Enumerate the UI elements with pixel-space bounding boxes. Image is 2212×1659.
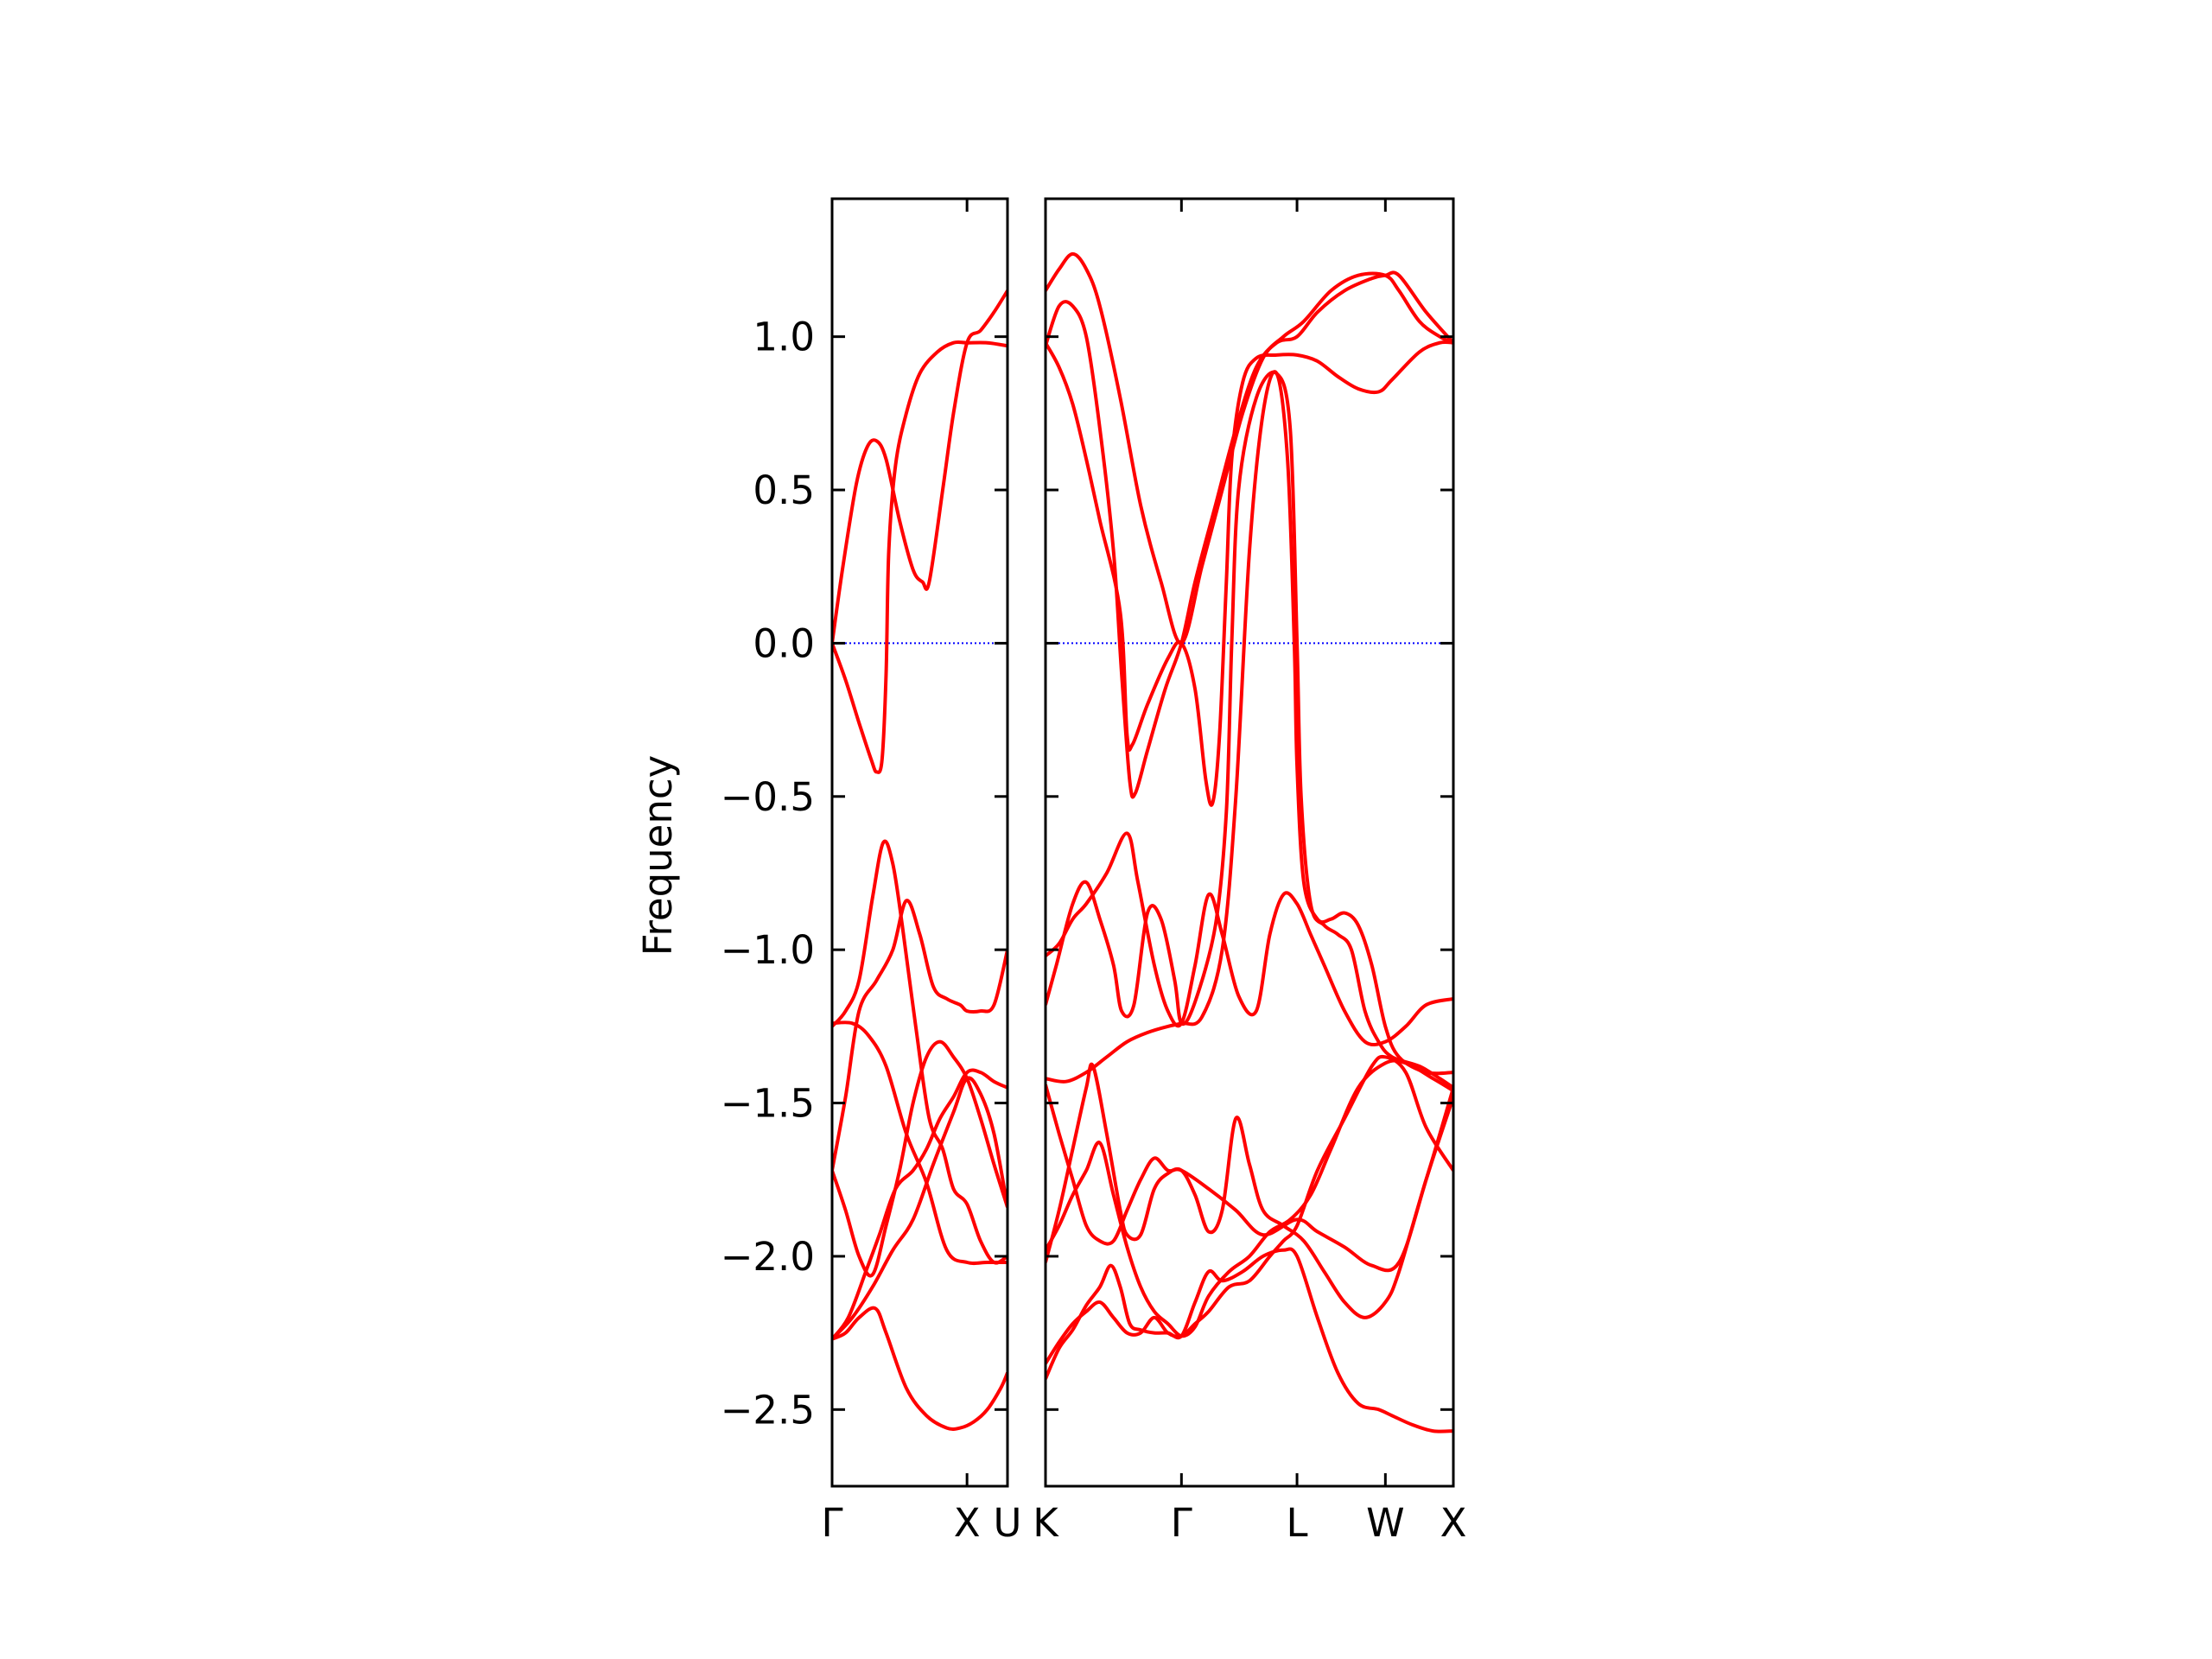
band-line — [1046, 1084, 1453, 1273]
x-tick-label: X — [1440, 1500, 1467, 1546]
band-line — [832, 1068, 1007, 1340]
y-tick-label: −1.0 — [721, 927, 815, 973]
band-line — [832, 899, 1007, 1171]
band-line — [1046, 370, 1453, 1084]
band-line — [832, 289, 1007, 644]
band-line — [1046, 1247, 1453, 1433]
band-line — [832, 1306, 1007, 1431]
y-tick-label: 0.5 — [753, 467, 815, 513]
band-line — [1046, 1062, 1453, 1319]
x-tick-label: U — [994, 1500, 1022, 1546]
y-tick-label: 0.0 — [753, 620, 815, 666]
x-tick-label: X — [954, 1500, 981, 1546]
y-tick-label: −1.5 — [721, 1081, 815, 1127]
panel-frame — [830, 197, 1009, 1488]
y-tick-label: 1.0 — [753, 315, 815, 360]
band-line — [1046, 270, 1453, 799]
x-tick-label: Γ — [821, 1500, 842, 1546]
band-line — [1046, 370, 1453, 1090]
band-line — [832, 1039, 1007, 1278]
band-line — [832, 1076, 1007, 1341]
band-line — [832, 1020, 1007, 1266]
x-tick-label: Γ — [1171, 1500, 1192, 1546]
x-tick-label: L — [1287, 1500, 1308, 1546]
y-tick-label: −2.5 — [721, 1387, 815, 1433]
y-axis-label: Frequency — [635, 755, 681, 956]
band-line — [832, 340, 1007, 774]
band-line — [1046, 340, 1453, 807]
band-line — [1046, 831, 1453, 1046]
x-tick-label: W — [1366, 1500, 1405, 1546]
y-axis: 1.0 0.5 0.0 −0.5 −1.0 −1.5 −2.0 −2.5 — [721, 315, 815, 1433]
band-line — [832, 839, 1007, 1265]
y-tick-label: −0.5 — [721, 774, 815, 820]
x-tick-label: K — [1033, 1500, 1059, 1546]
band-line — [1046, 1054, 1453, 1365]
y-tick-label: −2.0 — [721, 1234, 815, 1280]
band-line — [1046, 251, 1453, 645]
panel-frame — [1044, 197, 1455, 1488]
